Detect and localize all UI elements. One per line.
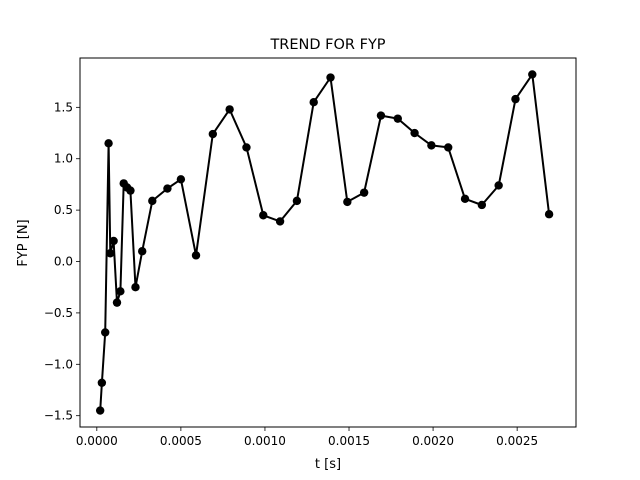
- plot-frame: [79, 57, 577, 428]
- data-point: [126, 186, 135, 195]
- data-point: [528, 70, 537, 79]
- x-axis-label: t [s]: [315, 457, 341, 472]
- data-point: [104, 139, 113, 148]
- y-tick-label: 1.0: [54, 152, 73, 166]
- data-point: [477, 200, 487, 210]
- y-axis: −1.5 −1.0 −0.5 0.0 0.5 1.0 1.5: [44, 100, 80, 423]
- data-point: [460, 194, 470, 204]
- data-point: [97, 378, 107, 388]
- x-tick-label: 0.0005: [160, 434, 202, 448]
- y-tick-label: −1.5: [44, 409, 73, 423]
- data-point: [511, 94, 520, 104]
- data-point: [359, 188, 369, 197]
- x-tick-label: 0.0015: [328, 434, 370, 448]
- data-point: [242, 143, 251, 152]
- data-point: [494, 181, 503, 190]
- y-tick-label: 0.0: [54, 255, 73, 269]
- data-point: [259, 211, 268, 220]
- data-point: [544, 210, 554, 219]
- y-tick-label: 0.5: [54, 203, 73, 217]
- data-point: [131, 283, 140, 292]
- data-point: [376, 111, 386, 120]
- data-point: [393, 114, 402, 123]
- data-point: [444, 143, 453, 152]
- y-tick-label: −1.0: [44, 357, 73, 371]
- data-point: [116, 287, 125, 296]
- data-point: [101, 328, 110, 337]
- data-point: [343, 197, 352, 207]
- data-point: [427, 141, 436, 150]
- series-layer: [95, 70, 554, 415]
- x-tick-label: 0.0025: [496, 434, 538, 448]
- data-point: [176, 175, 186, 184]
- data-point: [148, 196, 157, 206]
- data-point: [326, 73, 335, 82]
- data-point: [163, 184, 172, 193]
- y-tick-label: 1.5: [54, 100, 73, 114]
- chart-title: TREND FOR FYP: [269, 37, 385, 53]
- data-point: [225, 105, 234, 114]
- data-point: [138, 247, 147, 256]
- data-point: [309, 97, 318, 107]
- data-point: [95, 406, 105, 415]
- data-point: [112, 298, 122, 307]
- data-point: [106, 249, 115, 258]
- data-point: [109, 236, 118, 246]
- x-tick-label: 0.0010: [244, 434, 286, 448]
- x-axis: 0.0000 0.0005 0.0010 0.0015 0.0020 0.0025: [76, 427, 538, 448]
- data-point: [275, 217, 285, 226]
- x-tick-label: 0.0020: [412, 434, 454, 448]
- data-point: [410, 128, 419, 138]
- data-point: [208, 129, 218, 139]
- y-tick-label: −0.5: [44, 306, 73, 320]
- data-point: [292, 196, 302, 206]
- x-tick-label: 0.0000: [76, 434, 118, 448]
- data-point: [191, 251, 201, 260]
- y-axis-label: FYP [N]: [16, 219, 31, 266]
